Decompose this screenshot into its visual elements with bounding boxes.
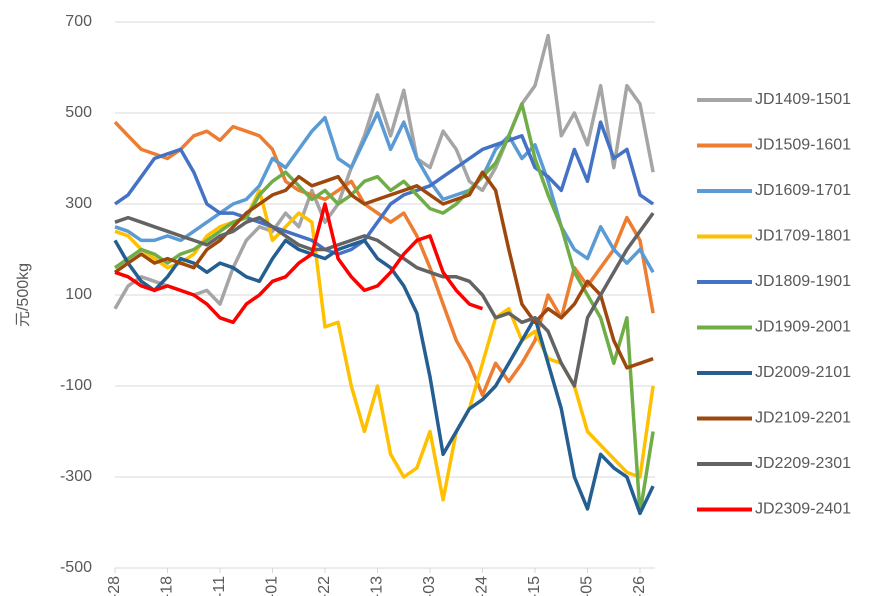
series-line [114, 188, 655, 502]
y-tick-label: 300 [65, 195, 92, 212]
series-line [113, 33, 655, 310]
legend-label: JD2209-2301 [755, 455, 851, 472]
x-tick-label: 05-13 [369, 576, 386, 596]
x-tick-label: 07-15 [526, 576, 543, 596]
series-line [113, 170, 654, 370]
y-tick-label: -500 [60, 559, 92, 576]
series-line [113, 120, 655, 397]
y-tick-label: -100 [60, 377, 92, 394]
y-tick-label: 500 [65, 104, 92, 121]
x-tick-label: 04-01 [264, 576, 281, 596]
series-line [113, 238, 655, 516]
series-line [114, 212, 655, 388]
y-tick-label: 100 [65, 286, 92, 303]
x-tick-label: 08-26 [631, 576, 648, 596]
x-tick-label: 04-22 [316, 576, 333, 596]
legend-label: JD2009-2101 [755, 364, 851, 381]
y-tick-label: 700 [65, 13, 92, 30]
legend-label: JD1909-2001 [755, 319, 851, 336]
legend-label: JD2309-2401 [755, 501, 851, 518]
y-axis-label: 元/500kg [15, 263, 32, 327]
legend-label: JD1609-1701 [755, 182, 851, 199]
legend-label: JD1509-1601 [755, 137, 851, 154]
x-tick-label: 06-03 [421, 576, 438, 596]
x-tick-label: 08-05 [579, 576, 596, 596]
series-line [114, 202, 484, 325]
y-tick-label: -300 [60, 468, 92, 485]
legend-label: JD2109-2201 [755, 410, 851, 427]
legend-label: JD1409-1501 [755, 91, 851, 108]
x-tick-label: 01-28 [106, 576, 123, 596]
x-tick-label: 02-18 [159, 576, 176, 596]
series-line [114, 120, 655, 256]
legend-label: JD1709-1801 [755, 228, 851, 245]
x-tick-label: 06-24 [474, 576, 491, 596]
series-line [114, 102, 655, 516]
x-tick-label: 03-11 [211, 576, 228, 596]
legend-label: JD1809-1901 [755, 273, 851, 290]
